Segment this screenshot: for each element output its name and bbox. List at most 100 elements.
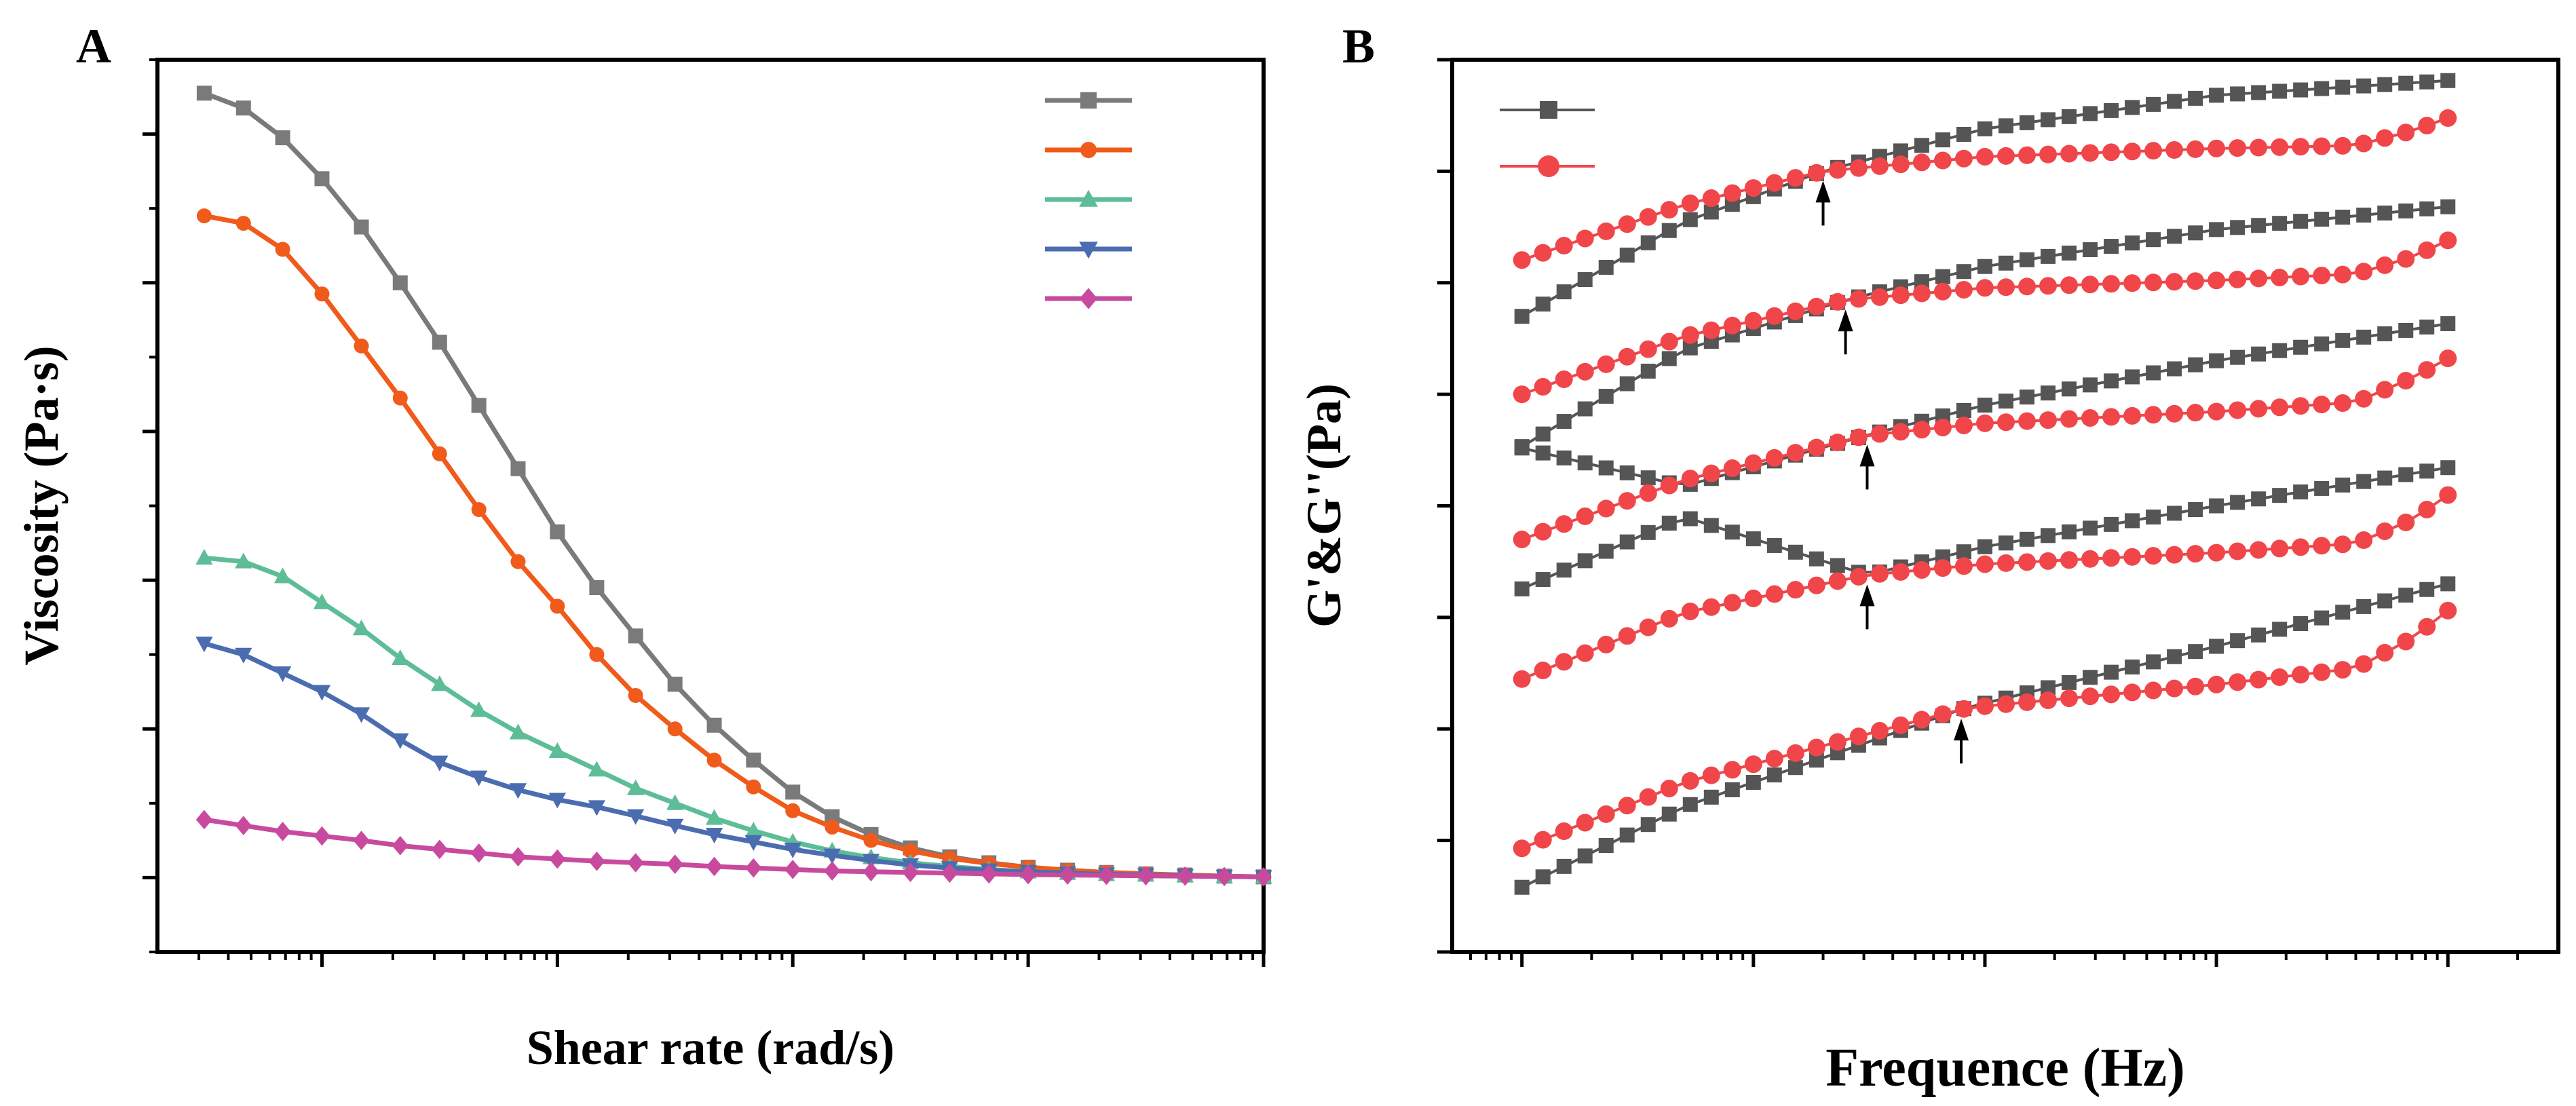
loss-modulus-point (2376, 381, 2394, 399)
storage-modulus-point (1640, 525, 1656, 540)
loss-modulus-point (1702, 464, 1720, 482)
axis-ticks-b (1437, 58, 2519, 967)
storage-modulus-point (2251, 218, 2267, 233)
storage-modulus-point (2440, 576, 2456, 592)
data-point (235, 647, 252, 664)
loss-modulus-point (2355, 389, 2373, 408)
storage-modulus-point (2104, 664, 2119, 680)
storage-modulus-point (1956, 544, 1971, 560)
data-point (863, 862, 879, 881)
legend-b (1500, 101, 1595, 177)
storage-modulus-point (1640, 235, 1656, 250)
legend-entry-g-prime (1500, 101, 1595, 119)
storage-modulus-point (2209, 88, 2224, 103)
storage-modulus-point (1703, 204, 1719, 220)
storage-modulus-point (2335, 477, 2351, 493)
storage-modulus-point (1977, 539, 1992, 554)
storage-modulus-point (2188, 644, 2203, 660)
loss-modulus-point (2123, 142, 2142, 161)
loss-modulus-point (1723, 184, 1741, 202)
data-point (903, 843, 918, 858)
loss-modulus-point (1660, 332, 1678, 351)
storage-modulus-point (2125, 235, 2140, 251)
data-point (354, 338, 369, 354)
storage-modulus-point (2209, 353, 2224, 368)
series-line (204, 213, 1264, 879)
loss-modulus-point (1765, 449, 1783, 467)
data-point (705, 809, 723, 825)
loss-modulus-point (2208, 139, 2226, 157)
data-point (313, 593, 331, 609)
loss-modulus-point (1723, 316, 1741, 335)
loss-modulus-point (1618, 797, 1636, 815)
loss-modulus-point (2039, 145, 2058, 164)
storage-modulus-point (2146, 654, 2161, 670)
storage-modulus-point (1956, 264, 1971, 280)
storage-modulus-point (1977, 398, 1992, 413)
loss-modulus-point (2397, 123, 2415, 142)
loss-modulus-point (1786, 581, 1804, 599)
storage-modulus-point (2293, 616, 2309, 632)
loss-modulus-point (2292, 138, 2310, 156)
loss-modulus-point (1891, 562, 1910, 581)
loss-modulus-point (1975, 414, 1994, 432)
loss-modulus-point (1576, 229, 1594, 248)
data-point (550, 598, 565, 614)
loss-modulus-point (1870, 565, 1889, 583)
data-point (627, 853, 644, 873)
loss-modulus-point (2250, 269, 2268, 288)
storage-modulus-point (2272, 216, 2288, 231)
storage-modulus-point (1787, 544, 1803, 560)
loss-modulus-point (1996, 554, 2015, 572)
storage-modulus-point (1682, 340, 1698, 356)
loss-modulus-point (1555, 653, 1573, 671)
loss-modulus-point (2165, 141, 2184, 159)
data-point (354, 219, 369, 235)
series-dk2 (196, 208, 1271, 885)
loss-modulus-point (2186, 272, 2205, 290)
loss-modulus-point (1513, 251, 1531, 269)
loss-modulus-point (1681, 771, 1699, 790)
data-point (509, 783, 527, 799)
storage-modulus-point (2419, 201, 2435, 216)
loss-modulus-point (2060, 551, 2079, 569)
loss-modulus-point (1828, 161, 1846, 179)
loss-modulus-point (1597, 499, 1615, 518)
storage-modulus-point (2314, 81, 2330, 96)
storage-modulus-point (2314, 212, 2330, 227)
storage-modulus-point (1998, 118, 2013, 134)
loss-modulus-point (1975, 555, 1994, 573)
storage-modulus-point (2019, 252, 2034, 267)
storage-modulus-point (1682, 797, 1698, 812)
storage-modulus-point (2356, 207, 2372, 223)
loss-modulus-point (2313, 267, 2331, 285)
data-point (666, 854, 683, 874)
storage-modulus-point (1914, 138, 1929, 153)
loss-modulus-point (2418, 500, 2436, 518)
loss-modulus-point (2186, 140, 2205, 158)
loss-modulus-point (1576, 507, 1594, 525)
loss-modulus-point (2018, 693, 2036, 711)
loss-modulus-point (1807, 738, 1825, 757)
loss-modulus-point (1513, 670, 1531, 688)
storage-modulus-point (2293, 82, 2309, 98)
storage-modulus-point (1556, 414, 1572, 430)
storage-modulus-point (1577, 272, 1593, 288)
loss-modulus-point (1933, 705, 1952, 723)
x-axis-label-b: Frequence (Hz) (1825, 1038, 2184, 1098)
loss-modulus-point (1870, 288, 1889, 306)
loss-modulus-point (2229, 139, 2247, 157)
data-point (196, 208, 212, 224)
loss-modulus-point (2439, 349, 2457, 368)
storage-modulus-point (2356, 598, 2372, 614)
loss-modulus-point (2018, 278, 2036, 296)
loss-modulus-point (1807, 164, 1825, 182)
storage-modulus-point (1535, 572, 1551, 588)
loss-modulus-point (2186, 404, 2205, 422)
data-point (470, 770, 488, 786)
storage-modulus-point (2125, 100, 2140, 115)
loss-modulus-point (2439, 231, 2457, 250)
storage-modulus-point (2083, 520, 2098, 536)
storage-modulus-point (2293, 339, 2309, 355)
loss-modulus-point (2229, 542, 2247, 560)
